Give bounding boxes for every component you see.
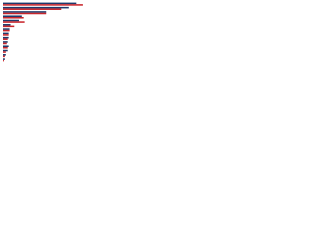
- bar: [3, 59, 4, 62]
- bar: [3, 32, 9, 35]
- bar: [3, 45, 9, 47]
- bar: [3, 41, 8, 43]
- chart: [0, 0, 100, 71]
- bar: [3, 6, 69, 9]
- bar: [3, 29, 10, 32]
- bar: [3, 8, 62, 10]
- bar: [3, 51, 6, 53]
- bar: [3, 4, 83, 6]
- bar: [3, 11, 47, 13]
- page: (() => { const data = JSON.parse(documen…: [0, 0, 320, 71]
- bar: [3, 49, 8, 52]
- bar: [3, 17, 24, 19]
- bar: [3, 24, 11, 26]
- bar: [3, 42, 7, 45]
- bar: [3, 2, 77, 5]
- bar: [3, 36, 9, 39]
- background: [0, 0, 100, 71]
- bar: [3, 55, 5, 58]
- bar: [3, 54, 6, 56]
- bar: [3, 28, 10, 30]
- bar: [3, 21, 25, 23]
- bar: [3, 12, 47, 15]
- bar: [3, 47, 8, 49]
- bar: [3, 38, 8, 40]
- bar: [3, 15, 22, 17]
- bar: [3, 19, 19, 22]
- bar: [3, 58, 5, 60]
- bar: [3, 34, 9, 36]
- bar: [3, 25, 15, 28]
